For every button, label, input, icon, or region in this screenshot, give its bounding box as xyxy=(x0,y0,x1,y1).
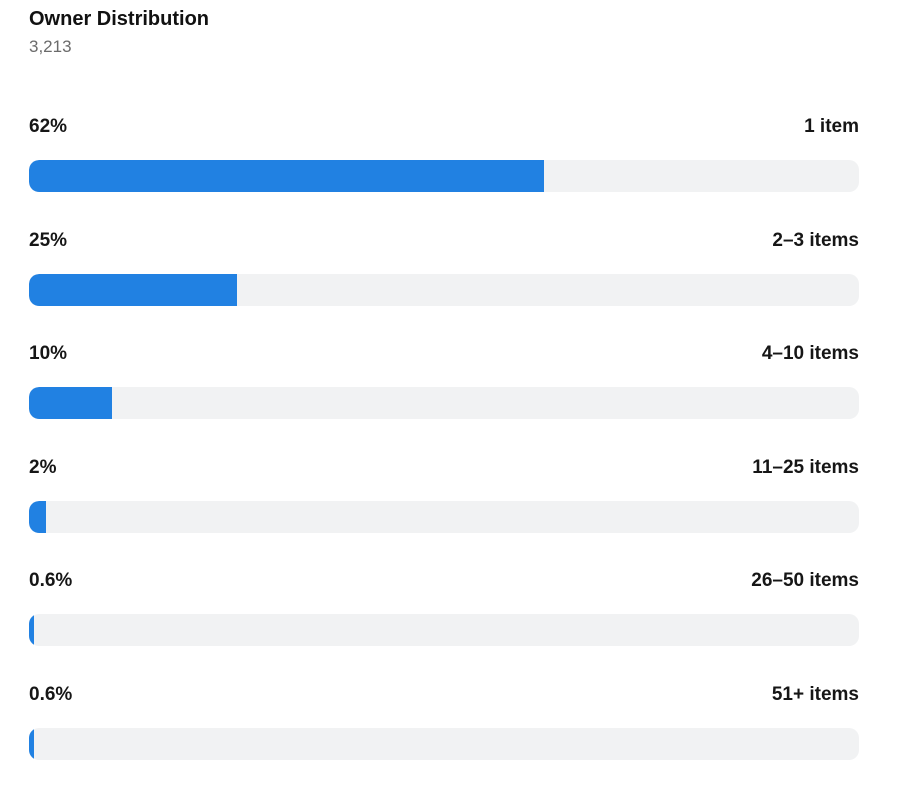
percent-label: 10% xyxy=(29,343,68,365)
percent-label: 62% xyxy=(29,116,68,137)
row-labels: 0.6% 51+ items xyxy=(29,682,859,708)
bar-fill xyxy=(29,273,237,306)
percent-label: 25% xyxy=(29,229,68,251)
category-label: 11–25 items xyxy=(752,456,859,478)
row-labels: 0.6% 26–50 items xyxy=(29,568,859,594)
distribution-row: 0.6% 26–50 items xyxy=(29,568,859,682)
row-labels: 25% 2–3 items xyxy=(29,228,859,254)
bar-track xyxy=(29,387,859,420)
distribution-row: 62% 1 item xyxy=(29,114,859,228)
bar-fill xyxy=(29,387,112,420)
bar-track xyxy=(29,273,859,306)
distribution-row: 25% 2–3 items xyxy=(29,228,859,342)
category-label: 4–10 items xyxy=(761,343,859,365)
bar-fill xyxy=(29,160,544,192)
percent-label: 0.6% xyxy=(29,570,73,592)
distribution-row: 0.6% 51+ items xyxy=(29,682,859,796)
percent-label: 2% xyxy=(29,456,57,478)
percent-label: 0.6% xyxy=(29,683,73,705)
chart-header: Owner Distribution 3,213 xyxy=(29,6,209,58)
row-labels: 2% 11–25 items xyxy=(29,455,859,481)
distribution-row: 2% 11–25 items xyxy=(29,455,859,569)
bar-track xyxy=(29,500,859,533)
category-label: 26–50 items xyxy=(751,570,859,592)
bar-track xyxy=(29,614,859,647)
bar-fill xyxy=(29,500,46,533)
distribution-bars: 62% 1 item 25% 2–3 items 10% 4–10 items 2% 11–2… xyxy=(29,114,859,796)
category-label: 1 item xyxy=(804,116,859,137)
row-labels: 62% 1 item xyxy=(29,114,859,140)
bar-track xyxy=(29,727,859,760)
chart-title: Owner Distribution xyxy=(29,8,209,30)
owner-count: 3,213 xyxy=(29,37,72,56)
category-label: 51+ items xyxy=(771,683,859,705)
bar-fill xyxy=(29,614,34,647)
row-labels: 10% 4–10 items xyxy=(29,341,859,367)
bar-fill xyxy=(29,727,34,760)
distribution-row: 10% 4–10 items xyxy=(29,341,859,455)
bar-track xyxy=(29,160,859,192)
category-label: 2–3 items xyxy=(772,229,859,251)
